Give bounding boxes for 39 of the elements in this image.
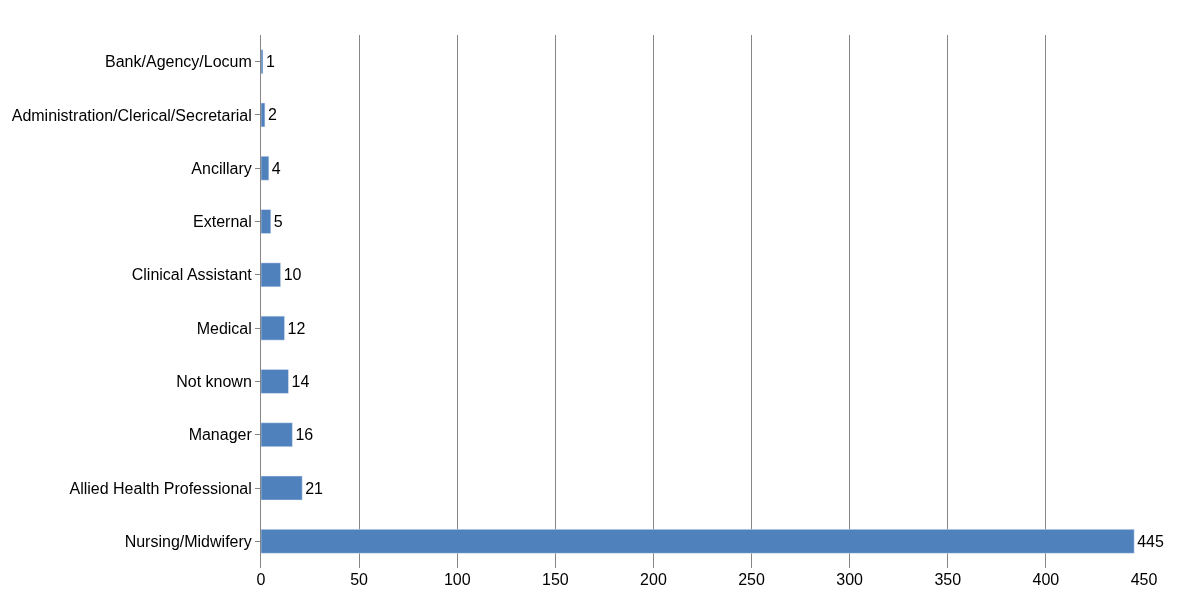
- bar: [261, 315, 285, 341]
- bar: [261, 262, 281, 288]
- data-label: 10: [283, 266, 302, 284]
- bar: [261, 369, 289, 394]
- y-tick-label: Ancillary: [191, 159, 252, 177]
- data-label: 1: [265, 53, 275, 71]
- bar: [261, 102, 266, 128]
- x-tick-label: 100: [443, 571, 471, 588]
- x-tick-label: 150: [541, 571, 569, 588]
- x-tick-label: 0: [256, 571, 266, 588]
- x-tick-label: 200: [640, 571, 667, 588]
- y-tick-label: Bank/Agency/Locum: [105, 53, 252, 71]
- y-tick-label: Manager: [188, 426, 253, 444]
- bar: [261, 156, 270, 181]
- y-tick-label: Medical: [196, 319, 252, 337]
- bar: [261, 529, 1135, 554]
- x-tick-label: 300: [836, 571, 864, 588]
- x-tick-label: 350: [934, 571, 962, 588]
- y-tick-label: Administration/Clerical/Secretarial: [11, 106, 252, 124]
- data-label: 12: [287, 319, 306, 337]
- data-label: 21: [305, 479, 324, 497]
- y-tick-label: Clinical Assistant: [131, 266, 253, 284]
- data-label: 2: [267, 106, 277, 124]
- data-label: 14: [291, 372, 310, 390]
- y-tick-label: Not known: [176, 373, 252, 391]
- x-tick-label: 250: [738, 571, 766, 588]
- y-tick-label: External: [193, 213, 252, 231]
- x-tick-label: 50: [350, 571, 369, 588]
- bar: [261, 475, 303, 501]
- x-tick-label: 450: [1130, 571, 1158, 588]
- data-label: 4: [271, 159, 281, 177]
- data-label: 445: [1137, 532, 1164, 550]
- bar: [261, 422, 293, 447]
- y-tick-label: Allied Health Professional: [69, 479, 252, 497]
- x-tick-label: 400: [1032, 571, 1060, 588]
- data-label: 5: [273, 213, 283, 231]
- data-label: 16: [295, 426, 314, 444]
- y-tick-label: Nursing/Midwifery: [124, 532, 252, 550]
- bar: [261, 209, 272, 234]
